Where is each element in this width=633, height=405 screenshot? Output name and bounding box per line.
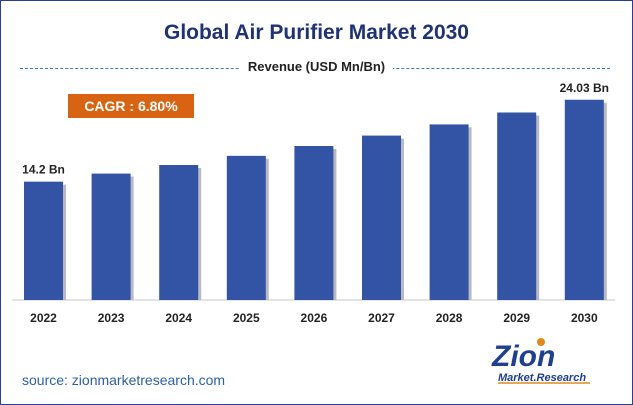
bar-2022 <box>24 181 63 300</box>
bar-2024 <box>159 165 199 300</box>
logo-subword: Market.Research <box>498 372 586 384</box>
data-label: 24.03 Bn <box>560 81 609 95</box>
bar-2029 <box>497 112 537 300</box>
logo-word: Zion <box>491 340 555 373</box>
x-tick-label: 2023 <box>98 311 125 325</box>
chart-subtitle: Revenue (USD Mn/Bn) <box>239 59 394 74</box>
chart-title: Global Air Purifier Market 2030 <box>163 21 469 44</box>
x-tick-label: 2027 <box>368 311 395 325</box>
bar-2026 <box>294 146 334 300</box>
bar-2030 <box>564 99 604 300</box>
x-tick-label: 2024 <box>165 311 192 325</box>
x-tick-label: 2025 <box>233 311 260 325</box>
bar-2028 <box>429 124 469 301</box>
x-tick-label: 2030 <box>571 311 598 325</box>
x-tick-label: 2022 <box>30 311 57 325</box>
zion-logo: Zion Market.Research <box>491 338 590 384</box>
data-label: 14.2 Bn <box>22 163 65 177</box>
logo-dot-icon <box>537 338 545 346</box>
cagr-badge: CAGR : 6.80% <box>68 94 194 118</box>
bar-2023 <box>91 173 131 300</box>
x-tick-label: 2028 <box>436 311 463 325</box>
bar-2025 <box>226 155 266 300</box>
bar-2027 <box>362 135 401 300</box>
x-tick-label: 2029 <box>503 311 530 325</box>
chart-subtitle-wrap: Revenue (USD Mn/Bn) <box>0 58 633 76</box>
x-tick-label: 2026 <box>301 311 328 325</box>
source-text: source: zionmarketresearch.com <box>22 372 226 388</box>
